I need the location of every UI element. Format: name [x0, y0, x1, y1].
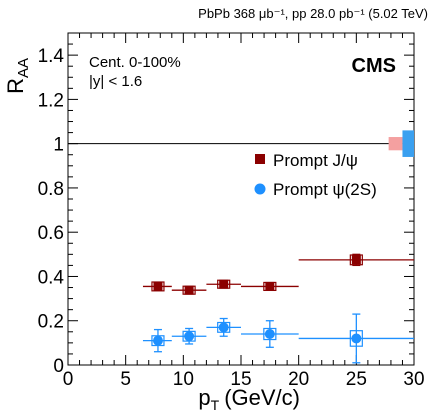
x-axis-title: pT (GeV/c) [198, 385, 300, 413]
y-tick-label: 0.6 [38, 223, 64, 244]
marker-square [219, 279, 229, 289]
data-points [142, 253, 414, 364]
systematic-box [263, 327, 277, 341]
systematic-box [349, 330, 363, 347]
x-axis-title-main: p [198, 385, 210, 410]
chart-header: PbPb 368 μb⁻¹, pp 28.0 pb⁻¹ (5.02 TeV) [198, 6, 428, 21]
x-tick-label: 25 [346, 369, 367, 390]
y-tick-label: 0.2 [38, 312, 64, 333]
y-tick-label: 0 [53, 356, 64, 377]
y-tick-label: 1.4 [38, 46, 65, 67]
cms-label: CMS [352, 55, 396, 77]
legend-label-jpsi: Prompt J/ψ [273, 151, 358, 170]
y-axis-title: RAA [3, 58, 32, 94]
x-tick-label: 15 [230, 369, 251, 390]
x-tick-label: 10 [173, 369, 194, 390]
y-tick-label: 1 [53, 135, 64, 156]
x-tick-label: 30 [403, 369, 424, 390]
marker-circle [264, 329, 275, 340]
x-tick-label: 20 [288, 369, 309, 390]
marker-square [153, 281, 163, 291]
marker-circle [351, 333, 362, 344]
legend-marker-jpsi [255, 154, 265, 164]
marker-circle [184, 331, 195, 342]
systematic-box [349, 254, 363, 266]
x-tick-label: 0 [63, 369, 74, 390]
marker-square [184, 285, 194, 295]
global-uncertainty-boxes [388, 130, 414, 157]
y-tick-label: 0.8 [38, 179, 64, 200]
y-tick-label: 1.2 [38, 90, 64, 111]
annotation-rapidity: |y| < 1.6 [89, 73, 142, 90]
legend-marker-psi2s [254, 183, 266, 195]
y-axis-title-main: R [3, 78, 28, 94]
global-uncertainty-box [402, 130, 414, 157]
y-tick-label: 0.4 [38, 267, 65, 288]
legend-label-psi2s: Prompt ψ(2S) [273, 180, 377, 199]
x-tick-label: 5 [120, 369, 131, 390]
marker-square [351, 255, 361, 265]
y-axis-title-sub: AA [15, 58, 32, 78]
marker-circle [218, 322, 229, 333]
legend: Prompt J/ψ Prompt ψ(2S) [254, 151, 377, 199]
global-uncertainty-box [388, 137, 403, 151]
marker-square [265, 281, 275, 291]
x-axis-title-sub: T [211, 397, 220, 413]
x-axis-title-unit: (GeV/c) [224, 385, 300, 410]
annotation-centrality: Cent. 0-100% [89, 54, 181, 71]
marker-circle [152, 335, 163, 346]
